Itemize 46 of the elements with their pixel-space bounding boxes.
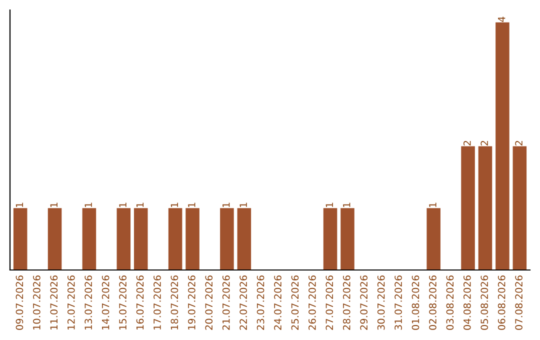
- data-label: 1: [188, 202, 196, 208]
- x-tick-label: 31.07.2026: [394, 275, 402, 330]
- x-tick-label: 11.07.2026: [50, 275, 58, 330]
- x-tick-label: 07.08.2026: [515, 275, 522, 330]
- x-tick-label: 12.07.2026: [67, 275, 75, 330]
- x-tick-label: 09.07.2026: [16, 275, 24, 330]
- x-tick-label: 20.07.2026: [205, 275, 213, 330]
- x-tick-label: 05.08.2026: [480, 275, 488, 330]
- x-tick-label: 18.07.2026: [170, 275, 178, 330]
- x-tick-label: 30.07.2026: [377, 275, 385, 330]
- data-label: 1: [84, 202, 92, 208]
- x-tick-label: 02.08.2026: [429, 275, 436, 330]
- x-tick-label: 01.08.2026: [412, 275, 420, 330]
- x-tick-label: 25.07.2026: [291, 275, 299, 330]
- x-tick-label: 24.07.2026: [274, 275, 282, 330]
- x-tick-label: 19.07.2026: [188, 275, 196, 330]
- data-label: 1: [343, 202, 350, 208]
- x-tick-label: 14.07.2026: [102, 275, 110, 330]
- data-label: 1: [16, 202, 24, 208]
- data-label: 1: [50, 202, 58, 208]
- data-label: 1: [222, 202, 230, 208]
- data-label: 1: [326, 202, 333, 208]
- x-tick-label: 29.07.2026: [360, 275, 368, 330]
- x-tick-label: 13.07.2026: [84, 275, 92, 330]
- x-tick-label: 21.07.2026: [222, 275, 230, 330]
- x-tick-label: 04.08.2026: [463, 275, 471, 330]
- x-tick-label: 22.07.2026: [240, 275, 247, 330]
- x-tick-label: 15.07.2026: [119, 275, 126, 330]
- x-tick-label: 03.08.2026: [446, 275, 454, 330]
- x-tick-label: 10.07.2026: [33, 275, 40, 330]
- x-tick-label: 26.07.2026: [308, 275, 316, 330]
- x-tick-label: 16.07.2026: [136, 275, 144, 330]
- data-label: 2: [515, 140, 522, 146]
- x-tick-label: 27.07.2026: [326, 275, 334, 330]
- data-label: 1: [136, 202, 144, 208]
- x-tick-label: 23.07.2026: [256, 275, 264, 330]
- data-label: 1: [240, 202, 247, 208]
- data-label: 2: [480, 140, 488, 146]
- data-label: 1: [170, 202, 178, 208]
- x-tick-label: 28.07.2026: [342, 275, 350, 330]
- data-label: 2: [463, 140, 471, 146]
- x-tick-label: 06.08.2026: [498, 275, 506, 330]
- x-tick-label: 17.07.2026: [154, 275, 161, 330]
- data-label: 1: [429, 202, 436, 208]
- data-label: 1: [119, 202, 126, 208]
- data-label: 4: [498, 16, 506, 22]
